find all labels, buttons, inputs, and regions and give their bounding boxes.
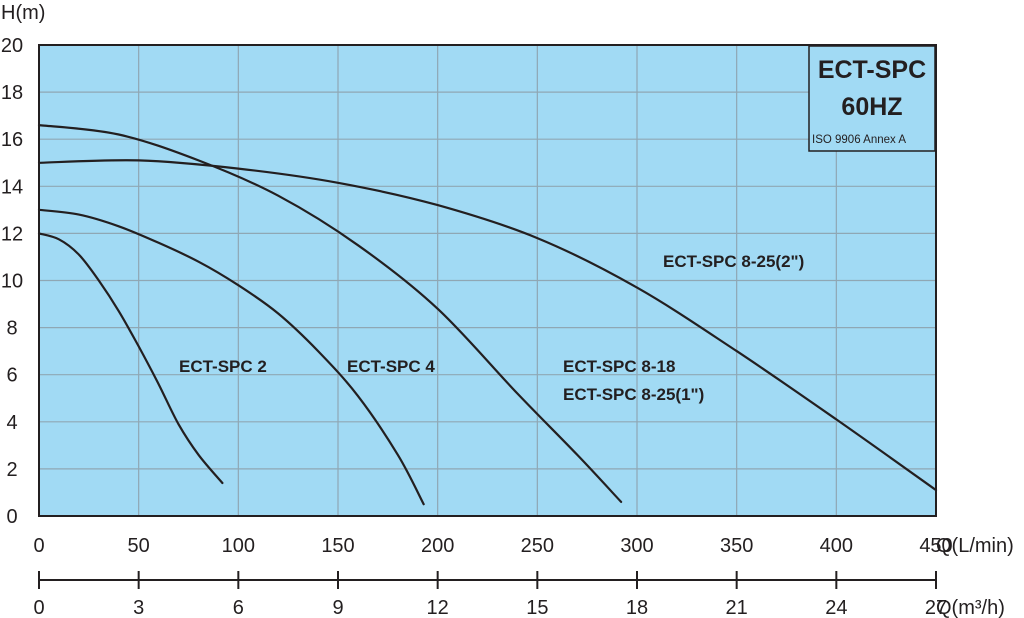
curve-series-3 bbox=[37, 124, 623, 503]
x-tick-label: 450 bbox=[919, 535, 952, 557]
info-box-note: ISO 9906 Annex A bbox=[812, 134, 906, 146]
label-ect-spc-2: ECT-SPC 2 bbox=[179, 357, 267, 376]
x-tick-label: 0 bbox=[33, 535, 44, 557]
info-box-title: ECT-SPC bbox=[818, 56, 926, 84]
x-tick-label: 100 bbox=[222, 535, 255, 557]
curves bbox=[37, 124, 938, 506]
y-tick-label: 2 bbox=[6, 459, 17, 481]
info-box-frame bbox=[808, 45, 936, 152]
y-tick-label: 8 bbox=[6, 318, 17, 340]
x2-tick-label: 12 bbox=[427, 597, 449, 618]
x-tick-label: 400 bbox=[820, 535, 853, 557]
label-ect-spc-8-18: ECT-SPC 8-18 bbox=[563, 357, 675, 376]
y-tick-label: 14 bbox=[1, 176, 23, 198]
x2-axis-title: Q(m³/h) bbox=[936, 597, 1005, 618]
x-tick-label: 250 bbox=[521, 535, 554, 557]
y-tick-label: 6 bbox=[6, 365, 17, 387]
x2-tick-label: 18 bbox=[626, 597, 648, 618]
label-ect-spc-8-25-2in: ECT-SPC 8-25(2") bbox=[663, 252, 804, 271]
y-tick-label: 20 bbox=[1, 35, 23, 57]
curve-series-4 bbox=[37, 159, 938, 492]
info-box: ECT-SPC 60HZ ISO 9906 Annex A bbox=[808, 45, 936, 152]
x-tick-label: 150 bbox=[321, 535, 354, 557]
x2-tick-label: 27 bbox=[925, 597, 947, 618]
x-axis-ticks-lmin: 0 50 100 150 200 250 300 350 400 450 bbox=[33, 535, 952, 557]
curve-series-1 bbox=[37, 232, 224, 485]
label-ect-spc-4: ECT-SPC 4 bbox=[347, 357, 435, 376]
curve-series-2 bbox=[37, 208, 425, 506]
x2-tick-label: 0 bbox=[33, 597, 44, 618]
y-tick-label: 18 bbox=[1, 82, 23, 104]
x2-tick-label: 24 bbox=[825, 597, 847, 618]
x-tick-label: 300 bbox=[620, 535, 653, 557]
label-ect-spc-8-25-1in: ECT-SPC 8-25(1") bbox=[563, 385, 704, 404]
x2-tick-label: 15 bbox=[526, 597, 548, 618]
y-axis-ticks: 0 2 4 6 8 10 12 14 16 18 20 bbox=[1, 35, 23, 528]
y-axis-title: H(m) bbox=[1, 2, 45, 24]
x2-tick-label: 21 bbox=[726, 597, 748, 618]
info-box-subtitle: 60HZ bbox=[841, 93, 902, 121]
y-tick-label: 10 bbox=[1, 271, 23, 293]
x2-tick-label: 6 bbox=[233, 597, 244, 618]
x-tick-label: 350 bbox=[720, 535, 753, 557]
x-axis-m3h: 0 3 6 9 12 15 18 21 24 27 bbox=[33, 571, 947, 618]
y-tick-label: 16 bbox=[1, 129, 23, 151]
x-tick-label: 200 bbox=[421, 535, 454, 557]
plot-frame bbox=[38, 44, 937, 517]
x-axis-title: Q(L/min) bbox=[936, 535, 1014, 557]
y-tick-label: 0 bbox=[6, 506, 17, 528]
x2-tick-label: 9 bbox=[332, 597, 343, 618]
y-tick-label: 12 bbox=[1, 223, 23, 245]
x-tick-label: 50 bbox=[128, 535, 150, 557]
y-tick-label: 4 bbox=[6, 412, 17, 434]
x2-tick-label: 3 bbox=[133, 597, 144, 618]
